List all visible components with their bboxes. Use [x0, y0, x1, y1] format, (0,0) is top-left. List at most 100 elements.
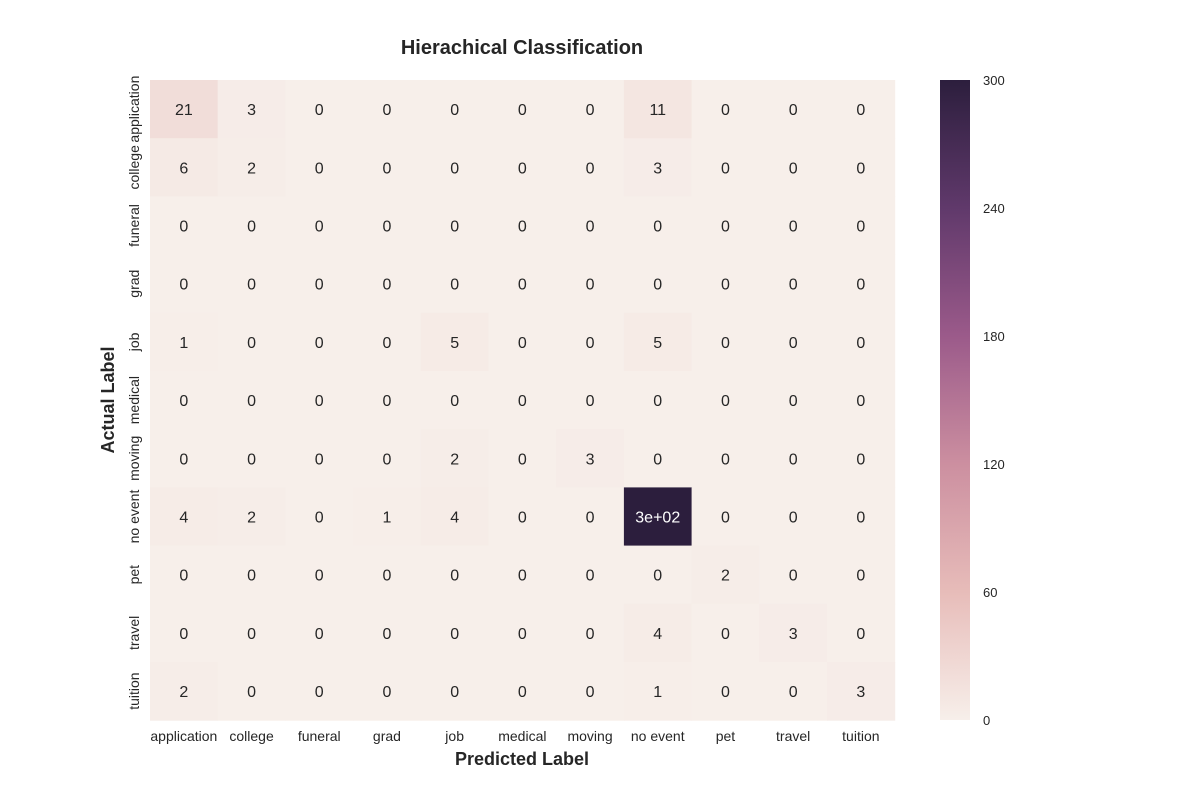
cell-value-label: 0 [518, 393, 527, 410]
heatmap-cell [556, 371, 625, 430]
heatmap-cell [759, 429, 828, 488]
cell-value-label: 0 [179, 568, 188, 585]
heatmap-cell [150, 662, 219, 721]
colorbar-tick-labels: 0 60 120 180 240 300 [983, 73, 1005, 728]
heatmap-cell [217, 487, 286, 547]
heatmap-cell [691, 487, 760, 547]
cell-value-label: 0 [586, 277, 595, 294]
cell-value-label: 0 [721, 102, 730, 119]
cell-value-label: 0 [315, 219, 324, 236]
colorbar-tick-label: 240 [983, 201, 1005, 216]
heatmap-cell [150, 138, 219, 197]
cell-value-label: 0 [247, 219, 256, 236]
heatmap-cell [217, 371, 286, 430]
heatmap-cell [420, 138, 489, 197]
heatmap-cell [556, 662, 625, 721]
heatmap-cell [217, 429, 286, 488]
heatmap-cell [420, 312, 489, 372]
cell-value-label: 0 [247, 277, 256, 294]
heatmap-cell [217, 545, 286, 605]
cell-value-label: 0 [721, 277, 730, 294]
cell-value-label: 0 [179, 219, 188, 236]
heatmap-cell [488, 196, 557, 256]
heatmap-cell [623, 80, 693, 139]
heatmap-cell [353, 662, 422, 721]
cell-value-label: 0 [856, 568, 865, 585]
cell-value-label: 0 [653, 219, 662, 236]
heatmap-cell [556, 196, 625, 256]
cell-value-label: 0 [856, 451, 865, 468]
cell-value-label: 0 [586, 626, 595, 643]
cell-value-label: 0 [518, 626, 527, 643]
cell-value-label: 0 [179, 626, 188, 643]
cell-value-label: 0 [789, 160, 798, 177]
cell-value-label: 0 [247, 684, 256, 701]
cell-value-label: 0 [518, 335, 527, 352]
heatmap-cell [623, 487, 693, 547]
heatmap-cell [759, 662, 828, 721]
cell-value-label: 0 [518, 160, 527, 177]
cell-value-label: 0 [382, 393, 391, 410]
cell-value-label: 0 [382, 451, 391, 468]
heatmap-cell [285, 429, 354, 488]
cell-value-label: 0 [247, 335, 256, 352]
cell-value-label: 1 [653, 684, 662, 701]
heatmap-cell [353, 371, 422, 430]
cell-value-label: 3 [653, 160, 662, 177]
cell-value-label: 0 [450, 277, 459, 294]
heatmap-cell [488, 545, 557, 605]
heatmap-cell [691, 312, 760, 372]
x-tick-label: college [229, 728, 274, 744]
cell-value-label: 0 [382, 684, 391, 701]
heatmap-cell [420, 545, 489, 605]
cell-value-label: 0 [315, 568, 324, 585]
x-tick-label: travel [776, 728, 810, 744]
heatmap-cell [285, 312, 354, 372]
heatmap-cell [285, 545, 354, 605]
heatmap-cell [285, 662, 354, 721]
cell-value-label: 0 [382, 160, 391, 177]
cell-value-label: 4 [653, 626, 662, 643]
cell-value-label: 0 [315, 393, 324, 410]
heatmap-cell [488, 429, 557, 488]
heatmap-cell [827, 254, 896, 314]
x-tick-label: no event [631, 728, 685, 744]
cell-value-label: 0 [653, 393, 662, 410]
cell-value-label: 0 [179, 393, 188, 410]
x-tick-label: grad [373, 728, 401, 744]
cell-value-label: 0 [856, 393, 865, 410]
heatmap-cell [556, 429, 625, 488]
heatmap-cell [353, 429, 422, 488]
cell-value-label: 0 [450, 393, 459, 410]
cell-value-label: 4 [179, 510, 188, 527]
heatmap-cell [827, 312, 896, 372]
heatmap-cell [420, 662, 489, 721]
heatmap-cell [285, 487, 354, 547]
heatmap-cell [556, 312, 625, 372]
cell-value-label: 0 [586, 568, 595, 585]
y-tick-label: application [126, 76, 142, 143]
heatmap-cell [217, 254, 286, 314]
cell-value-label: 0 [518, 510, 527, 527]
heatmap-cell [759, 487, 828, 547]
cell-value-label: 0 [382, 335, 391, 352]
cell-value-label: 0 [721, 684, 730, 701]
heatmap-cell [759, 545, 828, 605]
heatmap-cell [353, 603, 422, 663]
cell-value-label: 0 [721, 451, 730, 468]
y-axis-title: Actual Label [98, 346, 118, 453]
cell-value-label: 0 [721, 510, 730, 527]
cell-value-label: 0 [721, 626, 730, 643]
x-tick-label: medical [498, 728, 546, 744]
cell-value-label: 0 [382, 626, 391, 643]
cell-value-label: 0 [179, 451, 188, 468]
heatmap-cell [353, 312, 422, 372]
cell-value-label: 0 [586, 393, 595, 410]
heatmap-cell [556, 545, 625, 605]
cell-value-label: 0 [450, 568, 459, 585]
heatmap-cell [353, 138, 422, 197]
cell-value-label: 0 [586, 102, 595, 119]
cell-value-label: 0 [653, 451, 662, 468]
heatmap-cell [623, 254, 693, 314]
heatmap-cell [150, 312, 219, 372]
